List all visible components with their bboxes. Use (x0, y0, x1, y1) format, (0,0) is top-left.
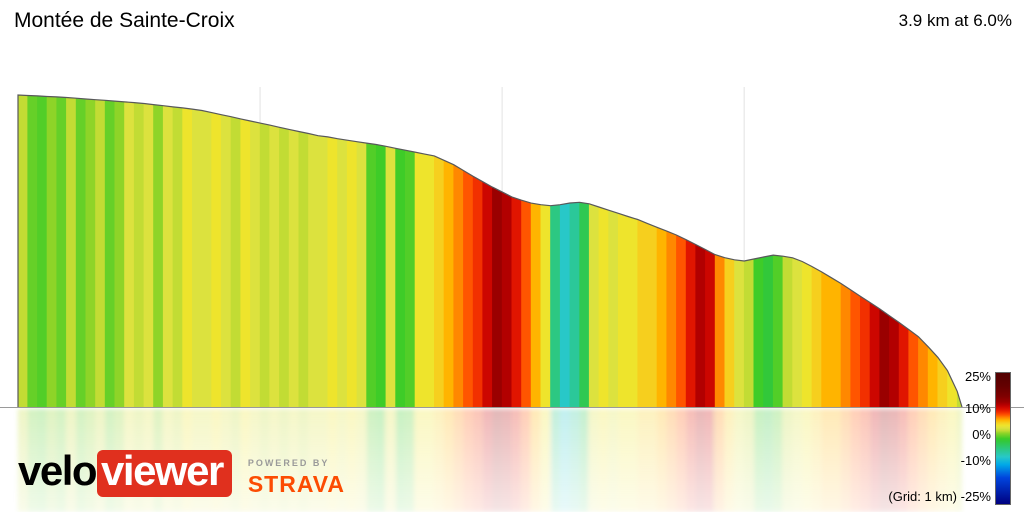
legend-label-25: 25% (964, 369, 991, 384)
legend-label-minus10: -10% (960, 453, 991, 468)
powered-by-strava: POWERED BY STRAVA (248, 458, 345, 498)
climb-stats: 3.9 km at 6.0% (898, 11, 1012, 30)
legend-bottom-row: (Grid: 1 km) -25% (888, 489, 991, 504)
logo-velo-text: velo (18, 447, 98, 494)
powered-by-label: POWERED BY (247, 458, 330, 468)
logo-viewer-text: viewer (97, 450, 232, 497)
gradient-legend-bar (995, 372, 1011, 505)
strava-logo-text: STRAVA (247, 471, 345, 497)
legend-label-minus25: -25% (960, 489, 991, 504)
legend-label-0: 0% (972, 427, 991, 442)
grid-note: (Grid: 1 km) (888, 489, 958, 504)
page-title: Montée de Sainte-Croix (14, 9, 235, 32)
veloviewer-logo: velo viewer POWERED BY STRAVA (18, 450, 345, 498)
legend-label-10: 10% (964, 401, 991, 416)
